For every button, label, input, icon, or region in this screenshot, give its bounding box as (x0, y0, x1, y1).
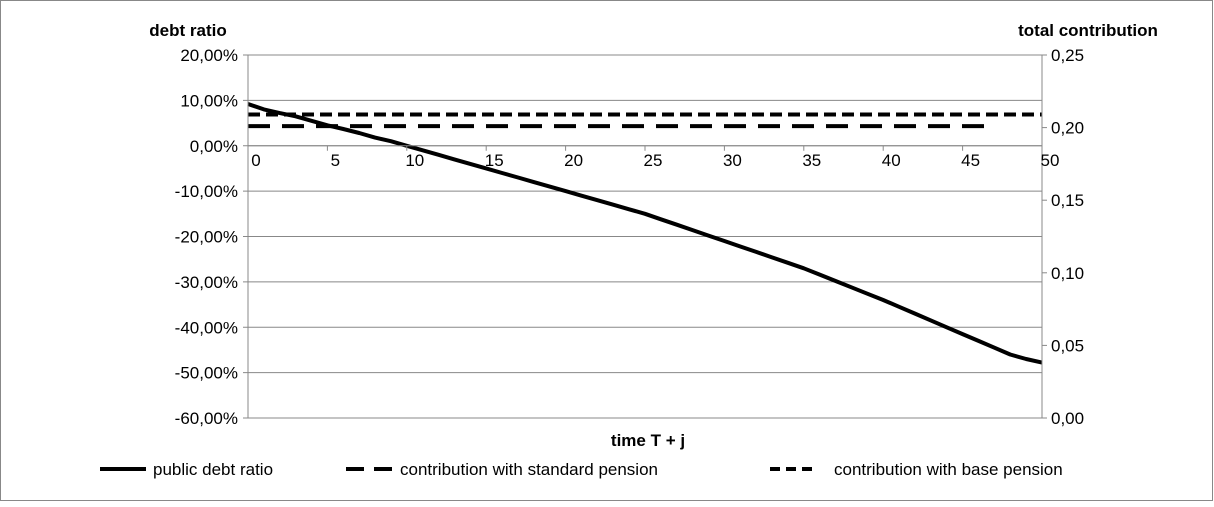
left-axis-tick-label: -20,00% (175, 228, 238, 247)
left-axis-tick-label: 10,00% (180, 91, 238, 110)
series-line-0 (247, 102, 1043, 365)
legend-label-base-pension: contribution with base pension (834, 460, 1063, 479)
right-axis-tick-label: 0,15 (1051, 191, 1084, 210)
left-axis-title: debt ratio (149, 21, 226, 40)
right-axis-tick-label: 0,10 (1051, 264, 1084, 283)
x-axis-title: time T + j (611, 431, 685, 450)
left-axis-tick-label: -10,00% (175, 182, 238, 201)
left-axis-tick-label: -30,00% (175, 273, 238, 292)
legend: public debt ratio contribution with stan… (100, 460, 1063, 479)
left-axis-tick-label: -60,00% (175, 409, 238, 428)
right-axis-tick-label: 0,25 (1051, 46, 1084, 65)
left-axis-tick-label: 20,00% (180, 46, 238, 65)
x-axis-tick-label: 20 (564, 151, 583, 170)
right-axis-tick-label: 0,20 (1051, 119, 1084, 138)
x-axis-tick-label: 40 (882, 151, 901, 170)
left-axis-tick-label: -50,00% (175, 364, 238, 383)
x-axis-tick-label: 50 (1041, 151, 1060, 170)
x-axis-tick-label: 5 (331, 151, 340, 170)
x-axis-tick-label: 30 (723, 151, 742, 170)
x-axis-tick-label: 35 (802, 151, 821, 170)
right-axis-tick-label: 0,00 (1051, 409, 1084, 428)
right-axis-title: total contribution (1018, 21, 1158, 40)
left-axis-tick-label: 0,00% (190, 137, 238, 156)
legend-label-public-debt-ratio: public debt ratio (153, 460, 273, 479)
x-axis-tick-label: 10 (405, 151, 424, 170)
x-axis-tick-label: 0 (251, 151, 260, 170)
x-axis-tick-label: 15 (485, 151, 504, 170)
x-axis-tick-label: 25 (644, 151, 663, 170)
right-axis-tick-label: 0,05 (1051, 336, 1084, 355)
x-axis-tick-label: 45 (961, 151, 980, 170)
left-axis-tick-label: -40,00% (175, 318, 238, 337)
legend-label-standard-pension: contribution with standard pension (400, 460, 658, 479)
